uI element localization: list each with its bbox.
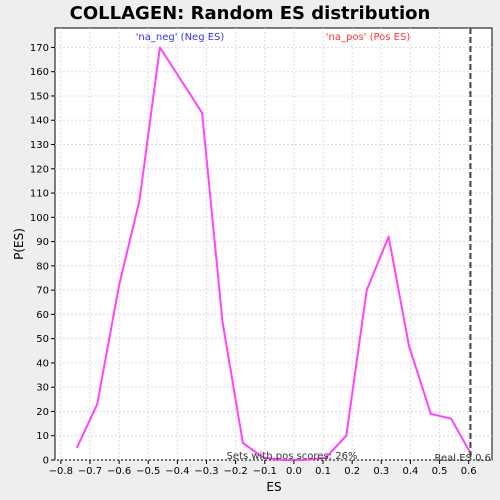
y-tick-label: 30 <box>36 383 49 394</box>
legend-neg-label: 'na_neg' (Neg ES) <box>136 32 225 43</box>
y-tick-label: 20 <box>36 407 49 418</box>
x-tick-label: 0.1 <box>315 466 331 477</box>
y-tick-label: 80 <box>36 261 49 272</box>
y-tick-label: 40 <box>36 358 49 369</box>
y-axis-label: P(ES) <box>12 228 26 260</box>
series-line <box>75 46 473 461</box>
x-tick-label: −0.2 <box>223 466 247 477</box>
real-es-annotation: Real ES 0.6 <box>435 453 491 464</box>
x-tick-label: −0.8 <box>49 466 73 477</box>
y-tick-label: 150 <box>30 91 49 102</box>
x-tick-label: 0.0 <box>286 466 302 477</box>
grid <box>55 28 492 461</box>
y-tick-label: 120 <box>30 164 49 175</box>
y-tick-label: 100 <box>30 213 49 224</box>
x-tick-label: −0.5 <box>136 466 160 477</box>
x-tick-label: −0.6 <box>107 466 131 477</box>
legend-pos-label: 'na_pos' (Pos ES) <box>326 32 411 43</box>
y-tick-label: 0 <box>43 456 49 467</box>
x-tick-label: 0.5 <box>432 466 448 477</box>
x-tick-label: −0.3 <box>194 466 218 477</box>
y-tick-label: 10 <box>36 431 49 442</box>
y-tick-label: 130 <box>30 140 49 151</box>
pos-scores-annotation: Sets with pos scores: 26% <box>227 451 358 462</box>
y-tick-label: 70 <box>36 286 49 297</box>
x-tick-label: −0.4 <box>165 466 189 477</box>
series-layer <box>75 28 473 461</box>
chart-title: COLLAGEN: Random ES distribution <box>70 3 431 24</box>
y-tick-label: 110 <box>30 189 49 200</box>
y-tick-label: 50 <box>36 334 49 345</box>
x-tick-label: −0.1 <box>253 466 277 477</box>
x-axis-label: ES <box>266 480 281 494</box>
y-tick-label: 60 <box>36 310 49 321</box>
plot-area <box>54 27 493 461</box>
x-tick-label: 0.6 <box>461 466 477 477</box>
y-tick-label: 160 <box>30 67 49 78</box>
x-tick-label: 0.4 <box>402 466 418 477</box>
y-tick-label: 90 <box>36 237 49 248</box>
x-tick-label: −0.7 <box>78 466 102 477</box>
x-tick-label: 0.3 <box>373 466 389 477</box>
axes: 0 10 20 30 40 50 60 70 80 90 100 110 120 130 140 150 160… <box>30 43 477 477</box>
y-tick-label: 140 <box>30 116 49 127</box>
y-tick-label: 170 <box>30 43 49 54</box>
x-tick-label: 0.2 <box>344 466 360 477</box>
